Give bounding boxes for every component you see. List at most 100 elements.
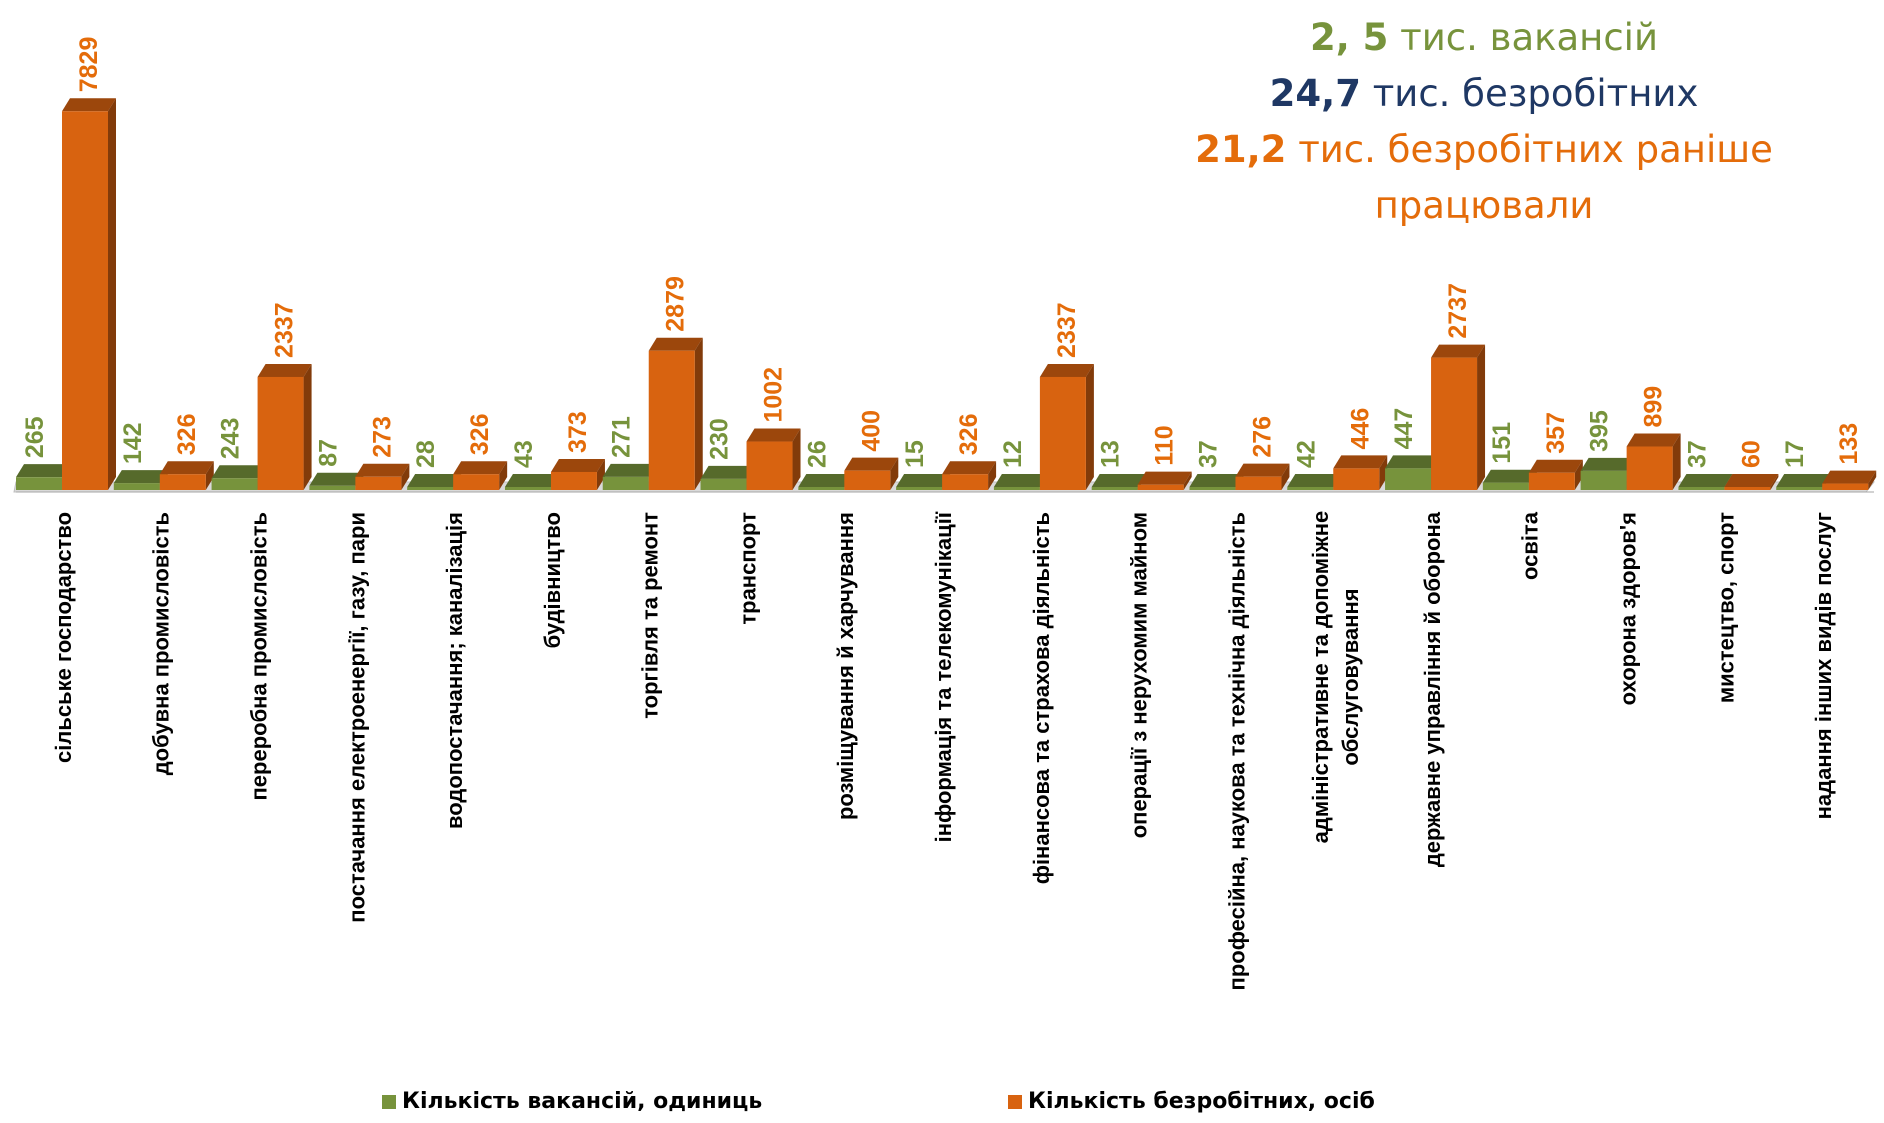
chart-legend: Кількість вакансій, одиниць Кількість бе… (0, 1089, 1884, 1123)
bar-unemployed-12 (1235, 463, 1290, 490)
category-label-16: охорона здоров'я (1616, 512, 1641, 705)
bar-unemployed-6-front (648, 350, 695, 490)
bar-unemployed-6 (648, 337, 703, 490)
category-label-12: професійна, наукова та технічна діяльніс… (1224, 512, 1249, 990)
bar-unemployed-2 (257, 363, 312, 490)
data-label-vacancies-7: 230 (706, 418, 734, 460)
bar-unemployed-6-side (694, 337, 703, 490)
bar-unemployed-4-top (453, 461, 508, 475)
summary-unemployed: 24,7 тис. безробітних (1124, 66, 1844, 122)
data-label-unemployed-4: 326 (466, 414, 494, 456)
bar-vacancies-10-top (993, 474, 1048, 487)
bar-unemployed-1-top (159, 461, 214, 475)
bar-unemployed-11-top (1137, 471, 1192, 485)
bar-unemployed-9-top (942, 461, 997, 475)
bar-unemployed-13-front (1333, 468, 1380, 490)
bar-unemployed-18 (1822, 470, 1877, 490)
bar-unemployed-18-top (1822, 470, 1877, 484)
data-label-unemployed-0: 7829 (75, 37, 103, 93)
bar-unemployed-9 (942, 461, 997, 490)
bar-vacancies-15-top (1482, 469, 1537, 483)
bar-vacancies-7-front (700, 478, 747, 490)
category-label-4: водопостачання; каналізація (442, 512, 467, 829)
summary-unemployed-text: тис. безробітних (1360, 72, 1699, 115)
bar-vacancies-4-front (407, 487, 454, 490)
bar-unemployed-17 (1724, 474, 1779, 490)
bar-vacancies-14-front (1385, 468, 1432, 490)
bar-vacancies-10 (993, 474, 1048, 490)
bar-vacancies-16 (1580, 457, 1635, 490)
bar-vacancies-2-front (211, 478, 258, 490)
bar-unemployed-11-side (1183, 471, 1192, 490)
bar-unemployed-2-front (257, 376, 304, 490)
category-label-8: розміщування й харчування (833, 512, 858, 820)
bar-unemployed-7 (746, 428, 801, 490)
bar-unemployed-15 (1528, 459, 1583, 490)
bar-vacancies-7 (700, 465, 755, 490)
data-label-unemployed-16: 899 (1640, 386, 1668, 428)
bar-unemployed-1-side (205, 461, 214, 490)
data-label-unemployed-6: 2879 (662, 276, 690, 332)
bar-unemployed-4 (453, 461, 508, 490)
bar-vacancies-1 (113, 470, 168, 490)
bar-vacancies-18-top (1776, 474, 1831, 487)
bar-unemployed-2-side (303, 363, 312, 490)
bar-vacancies-4-top (407, 474, 462, 487)
data-label-unemployed-10: 2337 (1053, 302, 1081, 358)
bar-vacancies-17-top (1678, 474, 1733, 487)
bar-unemployed-3-front (355, 476, 402, 490)
data-label-vacancies-0: 265 (21, 416, 49, 458)
bar-vacancies-3-front (309, 485, 356, 490)
bar-unemployed-8-top (844, 457, 899, 471)
legend-label-vacancies: Кількість вакансій, одиниць (402, 1089, 763, 1114)
bar-unemployed-14-side (1477, 344, 1486, 490)
legend-swatch-vacancies (382, 1094, 396, 1109)
bar-vacancies-18 (1776, 474, 1831, 490)
data-label-vacancies-18: 17 (1781, 440, 1809, 468)
bar-vacancies-17-front (1678, 487, 1725, 490)
data-label-unemployed-1: 326 (173, 414, 201, 456)
bar-unemployed-10 (1039, 363, 1094, 490)
bar-vacancies-12-top (1189, 474, 1244, 487)
data-label-vacancies-2: 243 (217, 418, 245, 460)
bar-unemployed-3-top (355, 463, 410, 477)
category-label-15: освіта (1518, 511, 1543, 580)
data-label-vacancies-14: 447 (1390, 408, 1418, 450)
bar-unemployed-18-side (1868, 470, 1877, 490)
bar-unemployed-0-side (108, 98, 116, 490)
bar-unemployed-10-top (1039, 363, 1094, 377)
bar-unemployed-0-front (62, 111, 108, 490)
bar-vacancies-3 (309, 472, 364, 490)
summary-previously-employed-number: 21,2 (1195, 128, 1287, 171)
category-label-14: державне управління й оборона (1420, 511, 1445, 867)
bar-unemployed-16-side (1672, 433, 1681, 490)
data-label-vacancies-11: 13 (1097, 440, 1125, 468)
category-label-10: фінансова та страхова діяльність (1029, 512, 1054, 884)
bar-unemployed-4-side (499, 461, 508, 490)
bar-vacancies-13-front (1287, 487, 1334, 490)
data-label-vacancies-15: 151 (1488, 422, 1516, 464)
bar-unemployed-14 (1431, 344, 1486, 490)
category-label-1: добувна промисловість (149, 512, 174, 775)
legend-label-unemployed: Кількість безробітних, осіб (1028, 1089, 1375, 1114)
bar-unemployed-7-front (746, 441, 793, 490)
bar-unemployed-3-side (401, 463, 410, 490)
category-label-11: операції з нерухомим майном (1127, 512, 1152, 838)
bar-vacancies-0-front (16, 477, 62, 490)
bar-vacancies-11-front (1091, 487, 1138, 490)
legend-item-vacancies: Кількість вакансій, одиниць (382, 1089, 762, 1114)
data-label-vacancies-4: 28 (412, 440, 440, 468)
bar-unemployed-13-top (1333, 455, 1388, 469)
bar-unemployed-5 (550, 458, 605, 490)
bar-vacancies-2 (211, 465, 266, 490)
bar-vacancies-11-top (1091, 474, 1146, 487)
bar-vacancies-2-top (211, 465, 266, 479)
bar-unemployed-7-side (792, 428, 801, 490)
data-label-unemployed-11: 110 (1151, 425, 1179, 465)
category-label-9: інформація та телекомунікації (931, 511, 956, 842)
data-label-unemployed-9: 326 (955, 414, 983, 456)
bar-unemployed-5-top (550, 458, 605, 472)
bar-unemployed-8-front (844, 470, 891, 490)
bar-unemployed-13-side (1379, 455, 1388, 490)
category-label-18: надання інших видів послуг (1811, 512, 1836, 819)
